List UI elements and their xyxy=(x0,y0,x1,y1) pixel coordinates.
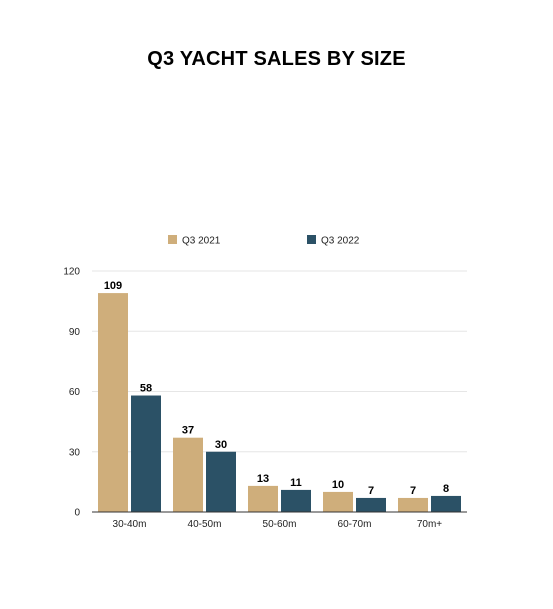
data-label: 13 xyxy=(257,473,269,485)
x-category-label: 70m+ xyxy=(417,519,442,530)
data-label: 109 xyxy=(104,280,122,292)
data-label: 37 xyxy=(182,425,194,437)
bar-6070m-series-2 xyxy=(356,497,386,512)
bar-6070m-series-1 xyxy=(323,491,353,512)
bar-4050m-series-1 xyxy=(173,437,203,512)
legend: Q3 2021 Q3 2022 xyxy=(168,235,360,247)
bar-70m-series-2 xyxy=(431,495,461,512)
bar-3040m-series-2 xyxy=(131,395,161,512)
bar-5060m-series-1 xyxy=(248,485,278,512)
x-category-label: 40-50m xyxy=(188,519,222,530)
legend-label: Q3 2022 xyxy=(321,236,360,247)
bars xyxy=(98,293,461,512)
x-category-label: 30-40m xyxy=(113,519,147,530)
x-category-label: 60-70m xyxy=(338,519,372,530)
bar-70m-series-1 xyxy=(398,497,428,512)
y-tick-label: 90 xyxy=(69,327,81,338)
data-labels: 109 58 37 30 13 11 10 7 7 8 xyxy=(104,280,449,497)
data-label: 7 xyxy=(410,485,416,497)
data-label: 30 xyxy=(215,439,227,451)
y-tick-label: 120 xyxy=(63,267,80,278)
bar-5060m-series-2 xyxy=(281,489,311,512)
y-tick-label: 0 xyxy=(74,508,80,519)
data-label: 11 xyxy=(290,477,302,489)
data-label: 8 xyxy=(443,483,449,495)
x-axis-categories: 30-40m 40-50m 50-60m 60-70m 70m+ xyxy=(113,519,443,530)
y-tick-label: 30 xyxy=(69,447,81,458)
data-label: 7 xyxy=(368,485,374,497)
y-axis-ticks: 0 30 60 90 120 xyxy=(63,267,80,519)
x-category-label: 50-60m xyxy=(263,519,297,530)
legend-swatch xyxy=(168,235,177,244)
bar-4050m-series-2 xyxy=(206,451,236,512)
chart-title: Q3 YACHT SALES BY SIZE xyxy=(147,48,406,70)
y-tick-label: 60 xyxy=(69,387,81,398)
data-label: 10 xyxy=(332,479,344,491)
legend-label: Q3 2021 xyxy=(182,236,221,247)
data-label: 58 xyxy=(140,383,152,395)
bar-3040m-series-1 xyxy=(98,293,128,512)
legend-swatch xyxy=(307,235,316,244)
